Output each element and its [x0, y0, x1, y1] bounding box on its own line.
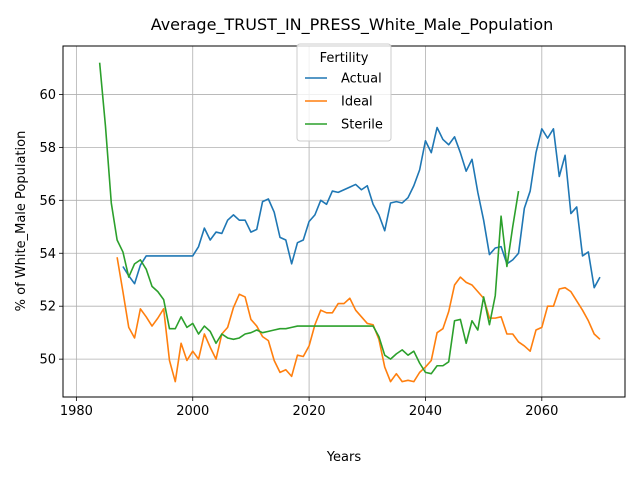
- y-tick-label: 58: [39, 141, 56, 156]
- x-tick-label: 2020: [293, 404, 326, 419]
- y-axis-title: % of White_Male Population: [14, 131, 29, 312]
- y-tick-label: 60: [39, 88, 56, 103]
- y-tick-label: 50: [39, 353, 56, 368]
- series-line-sterile: [98, 62, 520, 375]
- y-tick-label: 54: [39, 247, 56, 262]
- x-axis: 1980 2000 2020 2040 2060: [60, 397, 558, 419]
- series-line-ideal: [116, 257, 601, 383]
- x-axis-title: Years: [326, 450, 362, 465]
- chart-title: Average_TRUST_IN_PRESS_White_Male_Popula…: [151, 15, 554, 35]
- series-lines: [98, 62, 601, 383]
- x-tick-label: 2000: [176, 404, 209, 419]
- legend-label-actual: Actual: [341, 72, 382, 87]
- y-tick-label: 56: [39, 194, 56, 209]
- legend-label-ideal: Ideal: [341, 95, 373, 110]
- legend-box: [296, 43, 392, 142]
- series-line-actual: [122, 126, 601, 289]
- legend-title: Fertility: [320, 51, 369, 66]
- y-tick-label: 52: [39, 300, 56, 315]
- x-tick-label: 2060: [525, 404, 558, 419]
- x-tick-label: 1980: [60, 404, 93, 419]
- legend-entries: Actual Ideal Sterile: [305, 72, 383, 133]
- legend-label-sterile: Sterile: [341, 118, 383, 133]
- x-tick-label: 2040: [409, 404, 442, 419]
- legend: Fertility Actual Ideal Sterile: [296, 43, 392, 142]
- y-axis: 50 52 54 56 58 60: [39, 88, 63, 368]
